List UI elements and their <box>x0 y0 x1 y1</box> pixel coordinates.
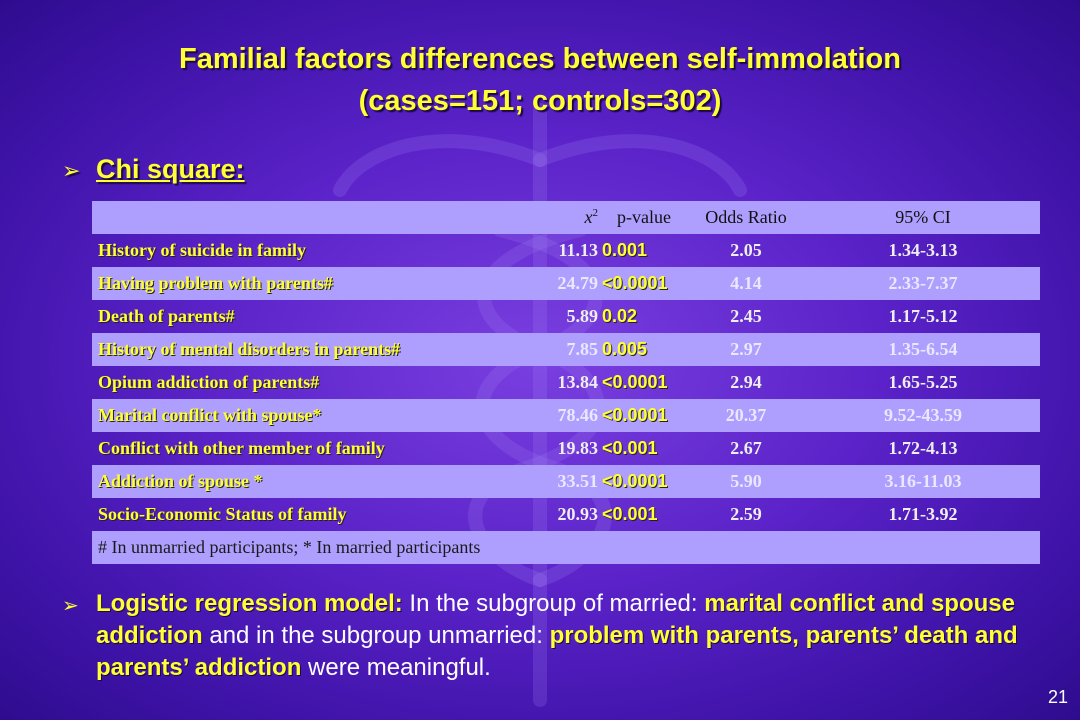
header-blank <box>92 201 536 234</box>
header-chi-symbol: x <box>584 207 593 227</box>
section-heading-text: Chi square: <box>96 154 245 184</box>
confidence-interval-value: 1.35-6.54 <box>806 333 1040 366</box>
odds-ratio-value: 4.14 <box>686 267 806 300</box>
row-label: History of mental disorders in parents# <box>92 333 536 366</box>
table-row: History of suicide in family 11.13 0.001 2.… <box>92 234 1040 267</box>
chi-square-value: 11.13 <box>558 240 598 260</box>
odds-ratio-value: 2.45 <box>730 306 762 326</box>
p-value: <0.0001 <box>602 372 668 392</box>
bullet-text-2: and in the subgroup unmarried: <box>202 622 550 649</box>
bullet-arrow-icon: ➢ <box>62 595 79 617</box>
header-chi-square: x2 <box>536 201 598 234</box>
chi-square-value: 7.85 <box>536 333 598 366</box>
table-row: Addiction of spouse * 33.51 <0.0001 5.90 3.1… <box>92 465 1040 498</box>
chi-square-value: 24.79 <box>536 267 598 300</box>
chi-square-value: 33.51 <box>536 465 598 498</box>
table-row: Socio-Economic Status of family 20.93 <0.0… <box>92 498 1040 531</box>
p-value: <0.001 <box>602 504 658 524</box>
chi-square-value: 5.89 <box>566 306 599 326</box>
odds-ratio-value: 5.90 <box>686 465 806 498</box>
odds-ratio-value: 2.67 <box>730 438 762 458</box>
chi-square-value: 78.46 <box>536 399 598 432</box>
table-header-row: x2 p-value Odds Ratio 95% CI <box>92 201 1040 234</box>
confidence-interval-value: 9.52-43.59 <box>806 399 1040 432</box>
p-value: 0.02 <box>602 306 638 326</box>
chi-square-value: 19.83 <box>557 438 599 458</box>
bullet-highlight-married: marital conflict and spouse addiction <box>96 590 1015 649</box>
table-row: Conflict with other member of family 19.8… <box>92 432 1040 465</box>
table-row: History of mental disorders in parents# 7… <box>92 333 1040 366</box>
row-label: Socio-Economic Status of family <box>98 504 347 524</box>
chi-square-value: 20.93 <box>557 504 599 524</box>
p-value: <0.0001 <box>598 465 686 498</box>
table-row: Opium addiction of parents# 13.84 <0.0001 2… <box>92 366 1040 399</box>
section-heading: ➢ Chi square: <box>62 154 245 185</box>
table-row: Marital conflict with spouse* 78.46 <0.000… <box>92 399 1040 432</box>
row-label: Conflict with other member of family <box>98 438 385 458</box>
odds-ratio-value: 2.05 <box>730 240 762 260</box>
table-row: Having problem with parents# 24.79 <0.0001… <box>92 267 1040 300</box>
confidence-interval-value: 2.33-7.37 <box>806 267 1040 300</box>
header-chi-superscript: 2 <box>592 207 599 219</box>
bullet-text-3: were meaningful. <box>301 654 491 681</box>
page-number: 21 <box>1047 687 1068 707</box>
slide-title-line-1: Familial factors differences between sel… <box>179 43 901 75</box>
table-row: Death of parents# 5.89 0.02 2.45 1.17-5.12 <box>92 300 1040 333</box>
confidence-interval-value: 1.72-4.13 <box>888 438 958 458</box>
header-confidence-interval: 95% CI <box>806 201 1040 234</box>
p-value: <0.001 <box>602 438 658 458</box>
row-label: Death of parents# <box>98 306 235 326</box>
bullet-highlight-unmarried: problem with parents, parents’ death and… <box>96 622 1018 681</box>
odds-ratio-value: 2.94 <box>730 372 762 392</box>
table-footnote: # In unmarried participants; * In marrie… <box>92 531 1040 564</box>
odds-ratio-value: 20.37 <box>686 399 806 432</box>
p-value: 0.005 <box>598 333 686 366</box>
p-value: <0.0001 <box>598 267 686 300</box>
bullet-text: Logistic regression model: In the subgro… <box>96 588 1062 684</box>
confidence-interval-value: 1.17-5.12 <box>888 306 958 326</box>
bullet-text-1: In the subgroup of married: <box>402 590 705 617</box>
bullet-arrow-icon: ➢ <box>62 158 81 183</box>
row-label: Marital conflict with spouse* <box>92 399 536 432</box>
row-label: Having problem with parents# <box>92 267 536 300</box>
chi-square-value: 13.84 <box>557 372 599 392</box>
logistic-regression-bullet: ➢ Logistic regression model: In the subg… <box>62 588 1062 684</box>
row-label: Opium addiction of parents# <box>98 372 320 392</box>
chi-square-table: x2 p-value Odds Ratio 95% CI History of … <box>92 201 1040 564</box>
p-value: <0.0001 <box>598 399 686 432</box>
row-label: History of suicide in family <box>98 240 306 260</box>
slide-title-line-2: (cases=151; controls=302) <box>358 85 722 117</box>
row-label: Addiction of spouse * <box>92 465 536 498</box>
odds-ratio-value: 2.97 <box>686 333 806 366</box>
header-odds-ratio: Odds Ratio <box>686 201 806 234</box>
p-value: 0.001 <box>602 240 648 260</box>
bullet-lead: Logistic regression model: <box>96 590 403 617</box>
confidence-interval-value: 1.65-5.25 <box>888 372 958 392</box>
confidence-interval-value: 1.34-3.13 <box>888 240 958 260</box>
confidence-interval-value: 3.16-11.03 <box>806 465 1040 498</box>
table-footnote-row: # In unmarried participants; * In marrie… <box>92 531 1040 564</box>
confidence-interval-value: 1.71-3.92 <box>888 504 958 524</box>
odds-ratio-value: 2.59 <box>730 504 762 524</box>
header-p-value: p-value <box>598 201 686 234</box>
